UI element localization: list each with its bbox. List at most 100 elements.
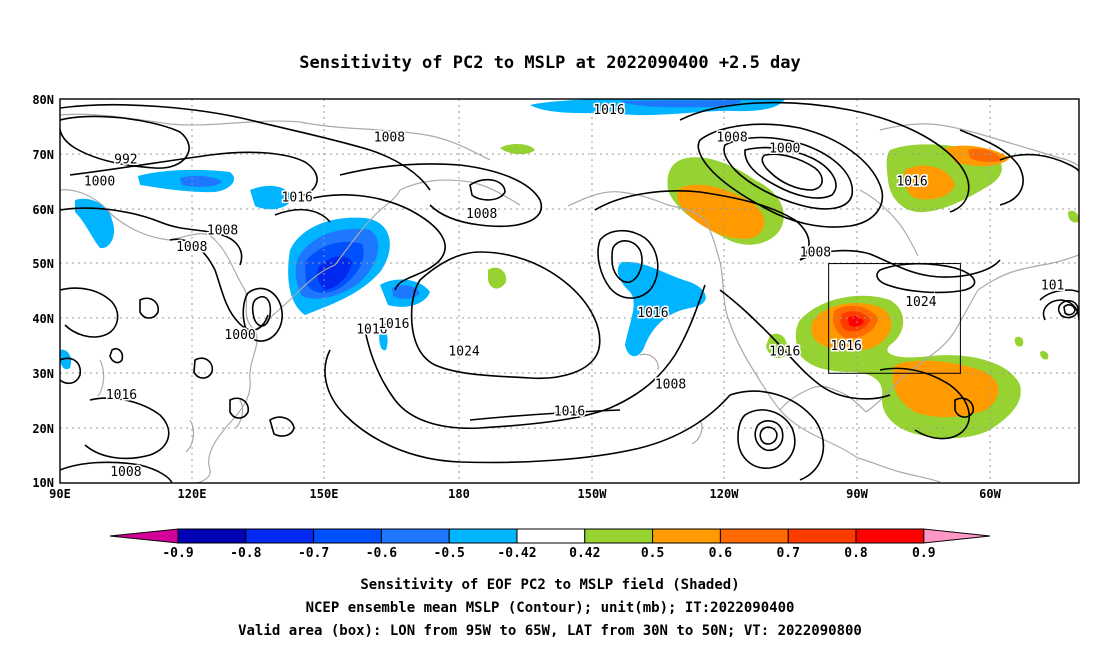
graticule <box>60 99 1079 483</box>
negative-sensitivity-area <box>379 329 388 351</box>
positive-sensitivity-area <box>677 184 765 239</box>
contour-label: 1008 <box>374 130 405 145</box>
positive-sensitivity-area <box>1014 336 1024 347</box>
contour-label: 1008 <box>110 465 141 480</box>
colorbar-swatch <box>787 528 857 544</box>
sensitivity-shading <box>60 99 1079 439</box>
colorbar-label: 0.7 <box>776 546 799 561</box>
colorbar-swatch <box>177 528 247 544</box>
contour-label: 1000 <box>84 174 115 189</box>
colorbar: -0.9 -0.8 -0.7 -0.6 -0.5 -0.42 0.42 0.5 0.6 0.7 0.… <box>109 528 991 561</box>
caption-line-3: Valid area (box): LON from 95W to 65W, L… <box>238 623 862 639</box>
positive-sensitivity-area <box>903 165 955 200</box>
negative-sensitivity-area <box>620 100 741 108</box>
valid-area-box <box>828 263 961 374</box>
lat-tick-label: 40N <box>32 312 54 326</box>
contour-label: 1016 <box>637 306 668 321</box>
contour-label: 1000 <box>769 141 800 156</box>
lat-tick-label: 80N <box>32 93 54 107</box>
coastlines <box>60 113 1079 483</box>
longitude-axis: 90E 120E 150E 180 150W 120W 90W 60W <box>49 487 1001 501</box>
contour-label: 1016 <box>282 191 313 206</box>
colorbar-swatch <box>245 528 315 544</box>
negative-sensitivity-area <box>617 261 706 357</box>
lon-tick-label: 120W <box>710 487 740 501</box>
contour-label: 1016 <box>896 174 927 189</box>
lon-tick-label: 150W <box>578 487 608 501</box>
colorbar-label: 0.6 <box>709 546 733 561</box>
positive-sensitivity-area <box>1040 350 1049 360</box>
colorbar-label: -0.9 <box>162 546 193 561</box>
colorbar-over-triangle <box>923 528 991 544</box>
map-frame <box>59 98 1080 484</box>
colorbar-label: 0.5 <box>641 546 664 561</box>
contour-label: 1008 <box>716 130 747 145</box>
positive-sensitivity-area <box>488 267 507 289</box>
contour-label: 1016 <box>769 344 800 359</box>
lat-tick-label: 70N <box>32 148 54 162</box>
positive-sensitivity-area <box>968 148 1002 163</box>
contour-label: 1008 <box>207 224 238 239</box>
lon-tick-label: 150E <box>310 487 339 501</box>
lon-tick-label: 90E <box>49 487 71 501</box>
negative-sensitivity-area <box>250 185 292 210</box>
contour-label: 1008 <box>800 246 831 261</box>
colorbar-swatch <box>313 528 382 544</box>
contour-label: 1016 <box>106 388 137 403</box>
negative-sensitivity-area <box>317 256 352 290</box>
negative-sensitivity-area <box>75 198 115 249</box>
colorbar-swatch <box>584 528 654 544</box>
positive-sensitivity-area <box>500 144 535 155</box>
colorbar-label: 0.9 <box>912 546 935 561</box>
negative-sensitivity-area <box>60 349 72 370</box>
negative-sensitivity-area <box>180 175 222 187</box>
positive-sensitivity-area <box>766 333 788 359</box>
colorbar-label: -0.7 <box>298 546 329 561</box>
latitude-axis: 80N 70N 60N 50N 40N 30N 20N 10N <box>32 93 54 490</box>
colorbar-swatch <box>855 528 925 544</box>
colorbar-label: -0.8 <box>230 546 261 561</box>
colorbar-under-triangle <box>109 528 179 544</box>
colorbar-swatch <box>516 528 586 544</box>
map-panel: 9921000100810081016100810081016100810001… <box>59 98 1080 484</box>
colorbar-swatch <box>448 528 518 544</box>
contour-label: 1024 <box>905 295 936 310</box>
contour-label: 1008 <box>655 377 686 392</box>
positive-sensitivity-area <box>848 316 864 327</box>
caption-line-2: NCEP ensemble mean MSLP (Contour); unit(… <box>306 600 795 616</box>
lat-tick-label: 60N <box>32 203 54 217</box>
lat-tick-label: 20N <box>32 422 54 436</box>
colorbar-swatch <box>652 528 721 544</box>
contour-label: 1008 <box>466 207 497 222</box>
contour-label: 1024 <box>448 344 479 359</box>
lat-tick-label: 30N <box>32 367 54 381</box>
colorbar-label: -0.42 <box>497 546 536 561</box>
contour-label: 1000 <box>224 328 255 343</box>
colorbar-swatch <box>719 528 789 544</box>
colorbar-label: -0.5 <box>434 546 465 561</box>
mslp-isobars <box>60 101 1079 483</box>
colorbar-swatch <box>380 528 450 544</box>
lon-tick-label: 120E <box>178 487 207 501</box>
negative-sensitivity-area <box>392 285 420 299</box>
contour-label: 1016 <box>356 322 387 337</box>
colorbar-label: -0.6 <box>366 546 397 561</box>
lat-tick-label: 10N <box>32 476 54 490</box>
contour-label: 1016 <box>554 405 585 420</box>
lon-tick-label: 180 <box>448 487 470 501</box>
lon-tick-label: 90W <box>846 487 868 501</box>
colorbar-label: 0.42 <box>569 546 600 561</box>
contour-label: 1016 <box>378 317 409 332</box>
contour-label: 1016 <box>593 103 624 118</box>
contour-label: 992 <box>114 152 137 167</box>
contour-label: 1008 <box>176 240 207 255</box>
positive-sensitivity-area <box>1068 210 1079 223</box>
colorbar-label: 0.8 <box>844 546 868 561</box>
contour-label: 1016 <box>831 339 862 354</box>
lat-tick-label: 50N <box>32 257 54 271</box>
contour-label: 101 <box>1041 279 1064 294</box>
caption-line-1: Sensitivity of EOF PC2 to MSLP field (Sh… <box>360 577 739 593</box>
figure-title: Sensitivity of PC2 to MSLP at 2022090400… <box>299 53 801 73</box>
contour-labels: 9921000100810081016100810081016100810001… <box>82 101 1066 481</box>
